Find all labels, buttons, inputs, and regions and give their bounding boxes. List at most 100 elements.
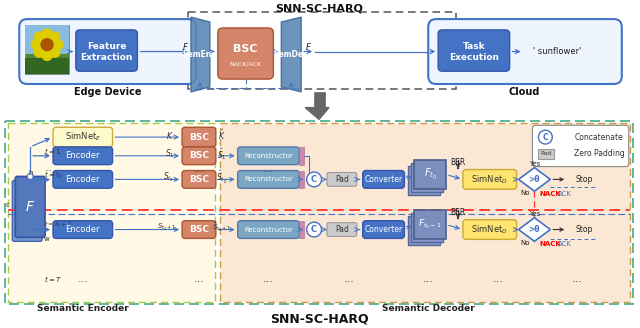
Text: BSC: BSC: [189, 151, 209, 160]
Text: Stop: Stop: [575, 225, 593, 234]
Text: BER: BER: [451, 208, 466, 217]
Text: C: C: [311, 225, 317, 234]
Text: SemDec: SemDec: [274, 50, 308, 59]
Text: ...: ...: [77, 274, 88, 284]
Bar: [408, 166, 440, 195]
FancyBboxPatch shape: [327, 223, 356, 236]
Bar: [412, 163, 443, 192]
Text: BSC: BSC: [189, 175, 209, 184]
Text: Reconstructor: Reconstructor: [244, 227, 292, 233]
Text: >θ: >θ: [529, 225, 540, 234]
Text: ...: ...: [263, 274, 274, 284]
Circle shape: [38, 36, 56, 53]
Polygon shape: [282, 17, 301, 92]
Bar: [5, 121, 633, 304]
Bar: [220, 123, 630, 302]
Text: Feature: Feature: [87, 42, 126, 51]
Text: Converter: Converter: [365, 225, 403, 234]
Bar: [412, 213, 443, 242]
FancyBboxPatch shape: [12, 180, 42, 241]
Text: SimNet$_D$: SimNet$_D$: [471, 223, 508, 236]
Text: ...: ...: [492, 274, 503, 284]
Text: $t=t_0+1$: $t=t_0+1$: [44, 220, 72, 229]
Text: Zero Padding: Zero Padding: [574, 149, 625, 158]
FancyBboxPatch shape: [327, 173, 356, 186]
Text: ...: ...: [193, 274, 204, 284]
Circle shape: [50, 47, 60, 57]
Text: >θ: >θ: [529, 175, 540, 184]
Circle shape: [42, 29, 52, 39]
Text: Reconstructor: Reconstructor: [244, 176, 292, 182]
FancyBboxPatch shape: [237, 147, 299, 165]
Text: $F_{t_0}$: $F_{t_0}$: [424, 167, 436, 182]
Text: BER: BER: [451, 158, 466, 167]
Text: ' sunflower': ' sunflower': [534, 47, 582, 56]
FancyBboxPatch shape: [182, 147, 216, 165]
Text: ...: ...: [44, 164, 52, 173]
Circle shape: [35, 47, 44, 57]
Circle shape: [307, 172, 321, 187]
Text: SimNet$_D$: SimNet$_D$: [471, 173, 508, 186]
Text: Yes: Yes: [529, 161, 540, 167]
Bar: [299, 147, 304, 165]
Circle shape: [50, 32, 60, 42]
Text: NACK/ACK: NACK/ACK: [230, 62, 262, 67]
Text: $S_1$: $S_1$: [165, 148, 175, 160]
Text: BSC: BSC: [189, 225, 209, 234]
Text: ...: ...: [193, 164, 204, 174]
Text: $F_{t_0-1}$: $F_{t_0-1}$: [419, 218, 442, 232]
Text: Semantic Encoder: Semantic Encoder: [37, 304, 129, 313]
Circle shape: [41, 39, 53, 51]
Text: Encoder: Encoder: [65, 175, 100, 184]
Bar: [414, 160, 446, 189]
Text: $S_{t_0}$: $S_{t_0}$: [163, 171, 173, 184]
Polygon shape: [518, 168, 550, 191]
FancyBboxPatch shape: [463, 220, 516, 239]
Circle shape: [538, 130, 552, 144]
Text: SemEnc: SemEnc: [183, 50, 217, 59]
Text: ...: ...: [344, 274, 355, 284]
Polygon shape: [305, 108, 329, 119]
Text: ACK: ACK: [558, 241, 572, 247]
Text: Yes: Yes: [529, 211, 540, 217]
Text: Encoder: Encoder: [65, 225, 100, 234]
Circle shape: [27, 174, 33, 179]
Text: No: No: [520, 240, 529, 246]
FancyBboxPatch shape: [237, 221, 299, 238]
Text: SimNet$_E$: SimNet$_E$: [65, 131, 101, 143]
Text: $F$: $F$: [25, 200, 35, 214]
Text: ...: ...: [263, 164, 274, 174]
Text: ...: ...: [77, 164, 88, 174]
Text: w: w: [44, 236, 50, 242]
Circle shape: [307, 222, 321, 237]
Text: Encoder: Encoder: [65, 151, 100, 160]
Text: $t=t_0$: $t=t_0$: [44, 170, 63, 181]
Text: $\hat{S}_1$: $\hat{S}_1$: [217, 146, 227, 162]
FancyBboxPatch shape: [463, 170, 516, 189]
Text: Pad: Pad: [541, 151, 552, 156]
Text: SNN-SC-HARQ: SNN-SC-HARQ: [269, 313, 369, 326]
FancyBboxPatch shape: [532, 125, 628, 167]
FancyBboxPatch shape: [53, 147, 113, 165]
Bar: [188, 12, 456, 89]
Text: BSC: BSC: [234, 44, 258, 53]
FancyBboxPatch shape: [182, 221, 216, 238]
Polygon shape: [191, 17, 210, 92]
Text: $\hat{S}_{t_0+1}$: $\hat{S}_{t_0+1}$: [212, 221, 232, 234]
Text: $K$: $K$: [166, 130, 174, 141]
Text: NACK: NACK: [540, 241, 561, 247]
Text: C: C: [311, 175, 317, 184]
Text: h: h: [28, 171, 33, 176]
FancyBboxPatch shape: [15, 176, 45, 237]
Text: $\hat{S}_{t_0}$: $\hat{S}_{t_0}$: [216, 169, 227, 186]
Text: $F$: $F$: [182, 41, 189, 52]
Text: Cloud: Cloud: [509, 87, 540, 97]
Text: BSC: BSC: [189, 133, 209, 142]
Bar: [299, 171, 304, 188]
Text: $t=T$: $t=T$: [44, 274, 62, 284]
Bar: [538, 149, 554, 159]
FancyBboxPatch shape: [182, 127, 216, 147]
Bar: [8, 123, 215, 302]
Text: ...: ...: [423, 274, 434, 284]
FancyBboxPatch shape: [53, 221, 113, 238]
